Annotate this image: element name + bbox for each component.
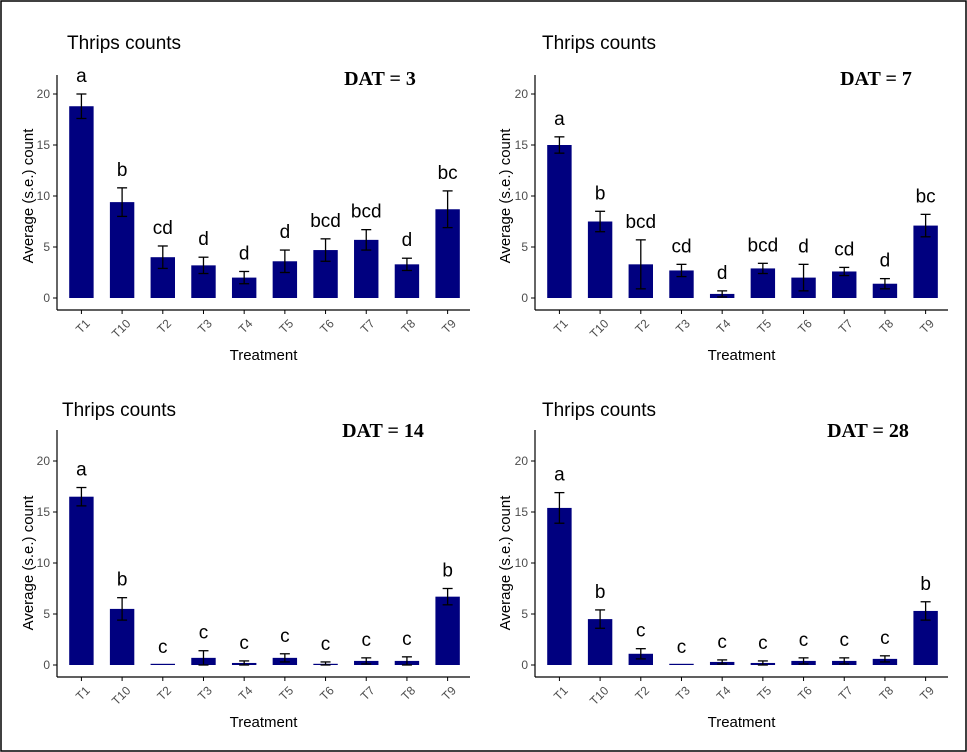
significance-letter: c: [677, 637, 687, 658]
significance-letter: b: [117, 570, 128, 591]
y-tick-label: 15: [37, 138, 51, 152]
bar-t3: [669, 663, 694, 665]
panel-label: DAT = 14: [342, 420, 424, 442]
chart-panel-4: Thrips counts DAT = 28 0 5 10 15 20 Average (s.…: [497, 400, 948, 731]
bar-t9: [913, 225, 938, 298]
y-axis-label: Average (s.e.) count: [497, 495, 514, 631]
bar-t8: [872, 283, 898, 298]
panel-label: DAT = 7: [840, 68, 912, 90]
significance-letter: d: [239, 243, 250, 264]
y-tick-label: 5: [43, 607, 50, 621]
significance-letter: c: [158, 637, 168, 658]
significance-letter: c: [239, 633, 249, 654]
bar-t1: [69, 106, 94, 299]
bar-t4: [231, 277, 257, 298]
panel-label: DAT = 28: [827, 420, 909, 442]
y-tick-label: 15: [515, 138, 529, 152]
significance-letter: a: [554, 109, 565, 130]
y-tick-label: 0: [43, 291, 50, 305]
significance-letter: b: [595, 582, 606, 603]
significance-letter: c: [636, 621, 646, 642]
x-axis-label: Treatment: [708, 347, 777, 364]
significance-letter: d: [798, 236, 809, 257]
significance-letter: bcd: [625, 212, 656, 233]
significance-letter: d: [198, 229, 209, 250]
significance-letter: b: [442, 561, 453, 582]
y-tick-label: 15: [37, 505, 51, 519]
y-tick-label: 15: [515, 505, 529, 519]
y-tick-label: 0: [521, 658, 528, 672]
significance-letter: d: [280, 222, 291, 243]
significance-letter: c: [402, 629, 412, 650]
significance-letter: cd: [671, 236, 691, 257]
significance-letter: bc: [916, 186, 936, 207]
chart-title: Thrips counts: [62, 400, 176, 421]
significance-letter: c: [880, 628, 890, 649]
significance-letter: a: [554, 465, 565, 486]
y-tick-label: 5: [43, 240, 50, 254]
significance-letter: d: [717, 263, 728, 284]
bar-t1: [547, 507, 572, 665]
x-axis-label: Treatment: [230, 714, 299, 731]
significance-letter: bcd: [351, 202, 382, 223]
y-axis-label: Average (s.e.) count: [20, 128, 37, 264]
significance-letter: a: [76, 66, 87, 87]
significance-letter: c: [361, 630, 371, 651]
y-tick-label: 20: [37, 87, 51, 101]
significance-letter: c: [717, 632, 727, 653]
significance-letter: c: [321, 634, 331, 655]
significance-letter: b: [117, 160, 128, 181]
panel-label: DAT = 3: [344, 68, 416, 90]
chart-title: Thrips counts: [542, 33, 656, 54]
bar-t2: [150, 663, 175, 665]
chart-title: Thrips counts: [542, 400, 656, 421]
significance-letter: c: [280, 626, 290, 647]
y-tick-label: 10: [515, 556, 529, 570]
significance-letter: b: [595, 183, 606, 204]
y-tick-label: 10: [37, 189, 51, 203]
y-tick-label: 0: [521, 291, 528, 305]
significance-letter: bcd: [310, 211, 341, 232]
y-tick-label: 5: [521, 240, 528, 254]
significance-letter: c: [799, 630, 809, 651]
significance-letter: c: [839, 630, 849, 651]
significance-letter: c: [758, 633, 768, 654]
x-axis-label: Treatment: [230, 347, 299, 364]
bar-t10: [109, 202, 135, 298]
significance-letter: d: [880, 251, 891, 272]
y-tick-label: 0: [43, 658, 50, 672]
y-axis-label: Average (s.e.) count: [497, 128, 514, 264]
significance-letter: bc: [438, 163, 458, 184]
significance-letter: a: [76, 460, 87, 481]
significance-letter: cd: [153, 218, 173, 239]
y-tick-label: 20: [515, 454, 529, 468]
y-axis-label: Average (s.e.) count: [20, 495, 37, 631]
significance-letter: d: [402, 230, 413, 251]
x-axis-label: Treatment: [708, 714, 777, 731]
y-tick-label: 20: [515, 87, 529, 101]
y-tick-label: 10: [515, 189, 529, 203]
y-tick-label: 20: [37, 454, 51, 468]
significance-letter: b: [920, 574, 931, 595]
y-tick-label: 5: [521, 607, 528, 621]
y-tick-label: 10: [37, 556, 51, 570]
chart-title: Thrips counts: [67, 33, 181, 54]
significance-letter: bcd: [748, 235, 779, 256]
bar-t10: [587, 221, 613, 298]
bar-t9: [435, 596, 460, 665]
significance-letter: cd: [834, 239, 854, 260]
significance-letter: c: [199, 623, 209, 644]
bar-t1: [547, 145, 572, 298]
bar-t1: [69, 496, 94, 665]
